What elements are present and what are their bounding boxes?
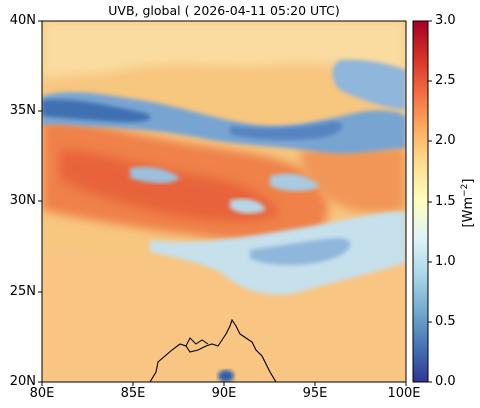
colorbar-ticks (428, 20, 432, 383)
colorbar-label-close: ] (461, 178, 477, 184)
colorbar-tick-label: 2.0 (435, 133, 456, 148)
lon-tick-label: 95E (302, 386, 328, 401)
cloud-core-mid (230, 121, 343, 141)
colorbar-tick-label: 2.5 (435, 73, 456, 88)
colorbar-tick-label: 0.0 (435, 374, 456, 389)
uvb-field (42, 21, 406, 382)
colorbar-tick-label: 3.0 (435, 13, 456, 28)
colorbar-tick-label: 0.5 (435, 314, 456, 329)
lat-tick-label: 40N (9, 13, 36, 28)
colorbar-label: [Wm−2] (460, 179, 476, 228)
lon-tick-label: 85E (120, 386, 146, 401)
lat-tick-label: 35N (9, 103, 36, 118)
colorbar-tick-label: 1.5 (435, 194, 456, 209)
colorbar (412, 20, 429, 383)
field-north-pale (42, 21, 406, 80)
cloud-core-west (42, 99, 151, 123)
coastline-delta (185, 337, 209, 347)
lon-tick-label: 90E (211, 386, 237, 401)
cloud-core-south (250, 238, 351, 265)
cloud-patch-3 (230, 198, 266, 214)
colorbar-label-base: [Wm (461, 196, 477, 228)
axis-ticks (38, 20, 407, 386)
lon-tick-label: 80E (29, 386, 55, 401)
cloud-spot-south (218, 370, 234, 382)
lat-tick-label: 20N (9, 374, 36, 389)
cloud-northeast (332, 59, 406, 110)
colorbar-label-exponent: −2 (459, 183, 470, 197)
lat-tick-label: 30N (9, 193, 36, 208)
cloud-patch-1 (130, 166, 180, 184)
lat-tick-label: 25N (9, 284, 36, 299)
lon-tick-label: 100E (387, 386, 421, 401)
field-plateau-peak (60, 150, 280, 222)
coastline (149, 318, 277, 382)
colorbar-tick-label: 1.0 (435, 254, 456, 269)
field-east-high (300, 145, 406, 214)
map-title: UVB, global ( 2026-04-11 05:20 UTC) (108, 3, 340, 18)
cloud-patch-2 (270, 173, 320, 192)
